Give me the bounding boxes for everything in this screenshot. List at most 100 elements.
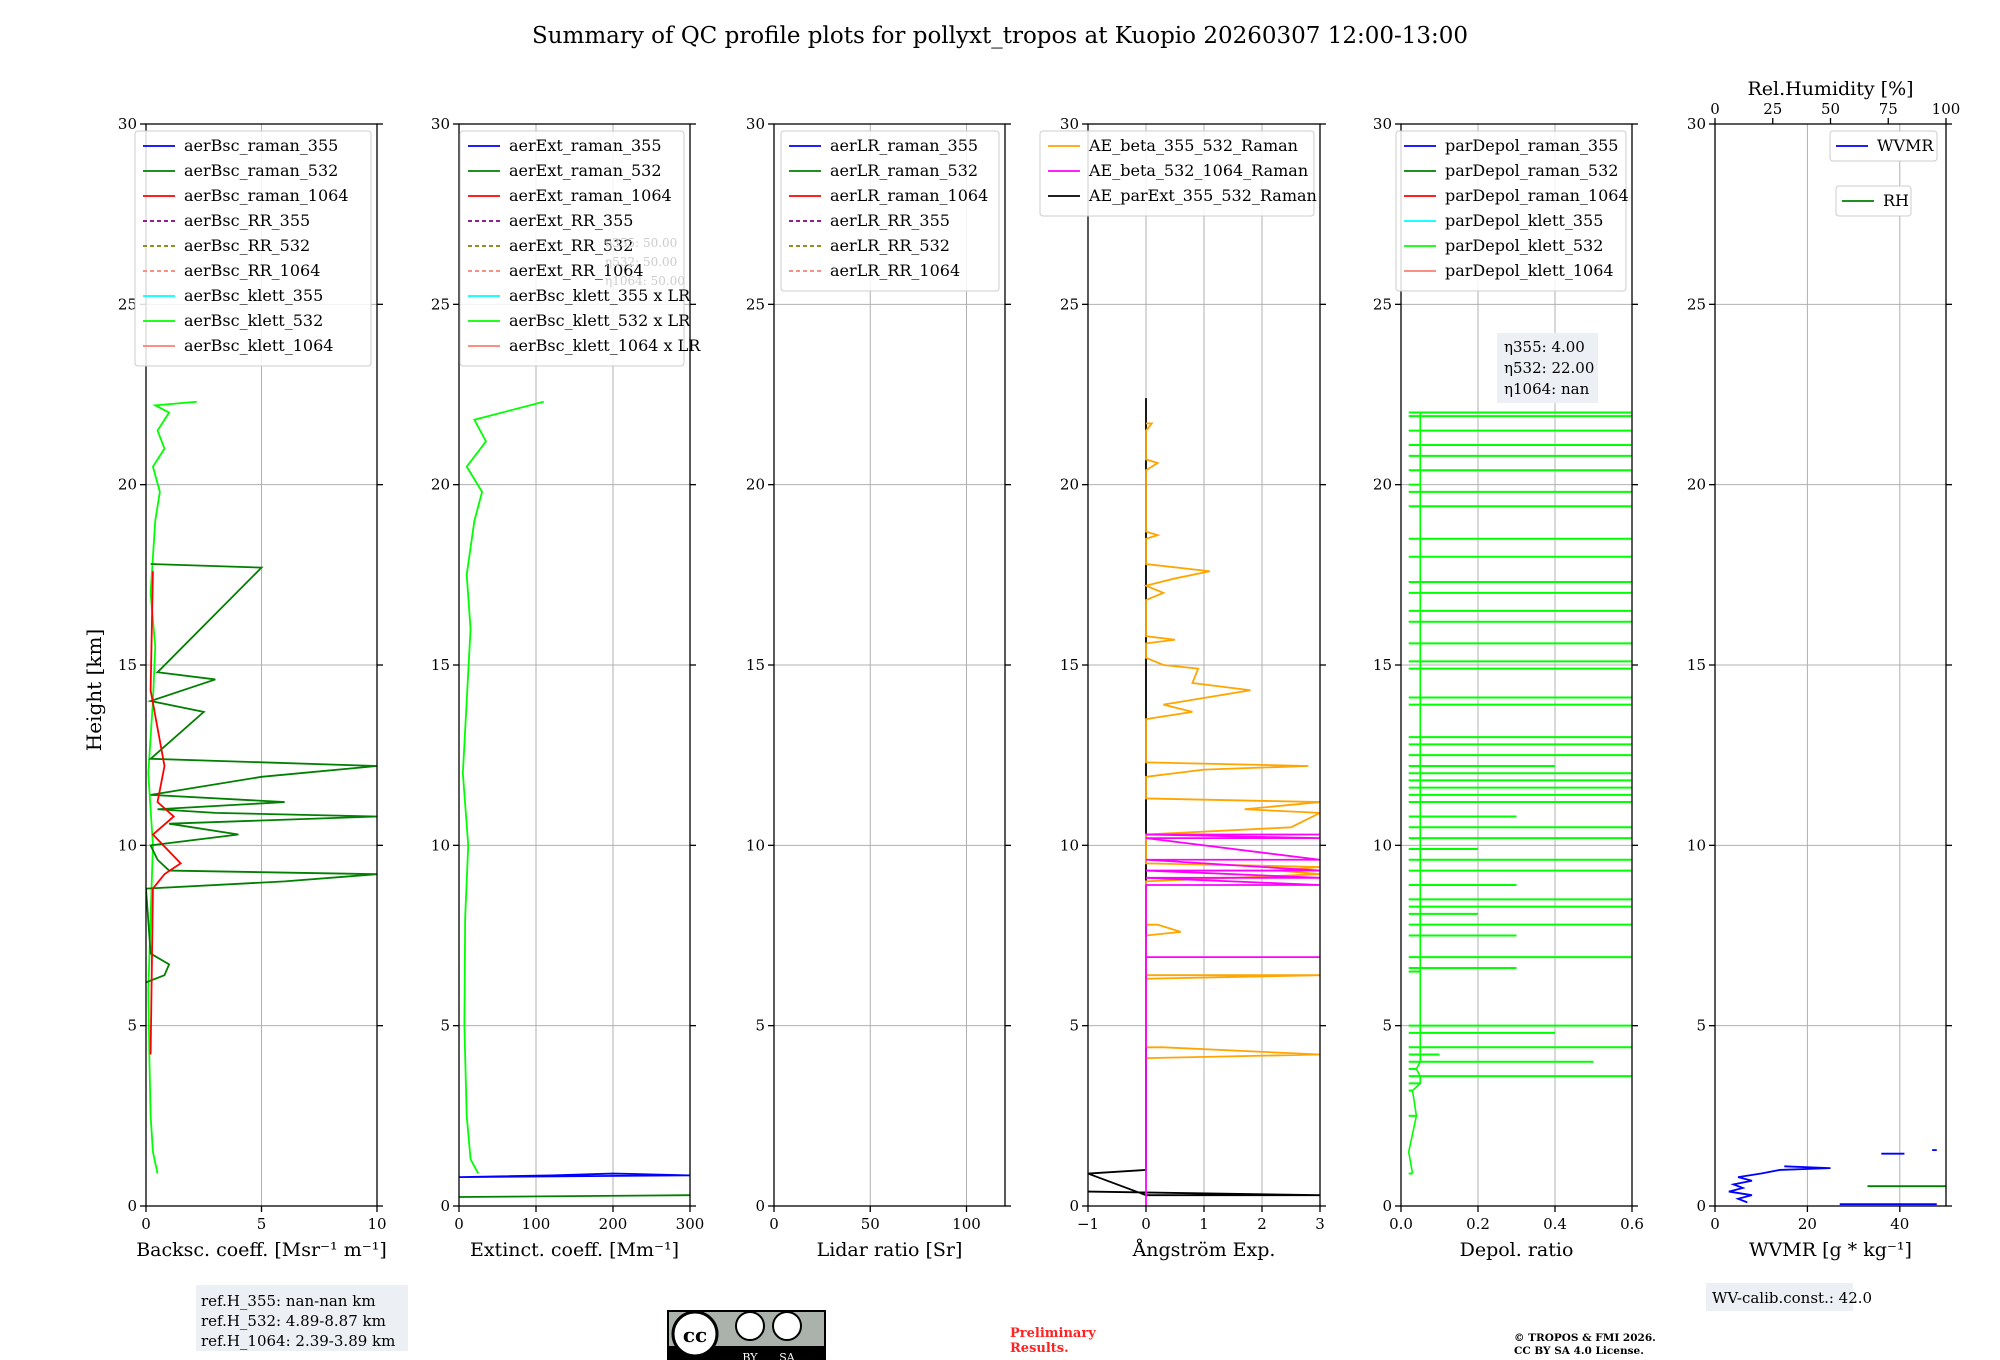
cc-license-logo[interactable]: cc BY SA: [667, 1310, 826, 1360]
ae-series-2: [1145, 833, 1320, 1206]
bsc-legend-label-6: aerBsc_klett_355: [184, 286, 323, 305]
ext-legend-label-2: aerExt_raman_1064: [509, 186, 672, 205]
ext-ytick-label: 25: [431, 295, 450, 313]
wv-ytick-label: 30: [1687, 115, 1706, 133]
wv-xtick-label: 20: [1798, 1215, 1817, 1233]
ext-series-1: [459, 1172, 690, 1179]
ext-ytick-label: 10: [431, 836, 450, 854]
wv-legend-box: [1829, 130, 1938, 162]
wv-legend-label: WVMR: [1877, 136, 1934, 155]
ext-legend-label-3: aerExt_RR_355: [509, 211, 633, 230]
bsc-ytick-label: 30: [118, 115, 137, 133]
bsc-legend-label-1: aerBsc_raman_532: [184, 161, 338, 180]
lr-xtick-label: 50: [861, 1215, 880, 1233]
lr-xtick-label: 100: [952, 1215, 981, 1233]
by-icon: [735, 1311, 765, 1341]
rh-xtick-label: 100: [1932, 100, 1961, 118]
bsc-ytick-label: 25: [118, 295, 137, 313]
wv-xtick-label: 0: [1710, 1215, 1720, 1233]
ae-xtick-label: −1: [1077, 1215, 1099, 1233]
ext-legend-label-6: aerBsc_klett_355 x LR: [509, 286, 691, 305]
sa-icon: [772, 1311, 802, 1341]
bsc-annotation-line-1: ref.H_355: nan-nan km: [201, 1292, 376, 1310]
bsc-annotation: ref.H_355: nan-nan km ref.H_532: 4.89-8.…: [196, 1285, 408, 1351]
rh-axis-label: Rel.Humidity [%]: [1747, 78, 1913, 100]
bsc-xtick-label: 10: [367, 1215, 386, 1233]
ext-ghost-text: η355: 50.00 η532: 50.00 η1064: 50.00: [605, 236, 685, 288]
lr-legend: aerLR_raman_355 aerLR_raman_532 aerLR_rama…: [780, 130, 1000, 292]
ae-legend-label-2: AE_parExt_355_532_Raman: [1088, 186, 1317, 205]
ext-xtick-label: 300: [676, 1215, 705, 1233]
bsc-ytick-label: 0: [127, 1197, 137, 1215]
copyright-line-1: © TROPOS & FMI 2026.: [1514, 1332, 1656, 1344]
depol-xtick-label: 0.0: [1389, 1215, 1413, 1233]
ext-series-0: [461, 400, 544, 1174]
depol-legend-label-0: parDepol_raman_355: [1445, 136, 1618, 155]
ext-ghost-line-3: η1064: 50.00: [605, 274, 685, 288]
depol-legend-label-2: parDepol_raman_1064: [1445, 186, 1629, 205]
ae-legend: AE_beta_355_532_Raman AE_beta_532_1064_Ra…: [1039, 130, 1317, 217]
bsc-legend-label-0: aerBsc_raman_355: [184, 136, 338, 155]
lr-legend-label-3: aerLR_RR_355: [830, 211, 950, 230]
bsc-legend: aerBsc_raman_355 aerBsc_raman_532 aerBsc_r…: [134, 130, 372, 367]
wv-ytick-label: 5: [1696, 1017, 1706, 1035]
ae-xtick-label: 1: [1199, 1215, 1209, 1233]
ext-ytick-label: 0: [440, 1197, 450, 1215]
copyright-line-2: CC BY SA 4.0 License.: [1514, 1345, 1644, 1357]
bsc-legend-label-2: aerBsc_raman_1064: [184, 186, 349, 205]
bsc-legend-label-8: aerBsc_klett_1064: [184, 336, 333, 355]
bsc-panel: 0 5 10 15 20 25 30 0 5 10 Backsc. coeff. [Msr⁻¹ m⁻…: [118, 115, 387, 1261]
bsc-legend-label-5: aerBsc_RR_1064: [184, 261, 320, 280]
depol-series-group: [1407, 411, 1632, 1175]
wv-legend-rh: RH: [1835, 185, 1912, 217]
wv-legend-wvmr: WVMR: [1829, 130, 1938, 162]
bsc-ytick-label: 10: [118, 836, 137, 854]
ae-xtick-label: 0: [1141, 1215, 1151, 1233]
lr-ytick-label: 5: [755, 1017, 765, 1035]
ae-series-1: [1143, 422, 1320, 1060]
preliminary-line: Results.: [1010, 1341, 1069, 1356]
ae-legend-label-0: AE_beta_355_532_Raman: [1088, 136, 1298, 155]
wv-annotation-text: WV-calib.const.: 42.0: [1712, 1289, 1872, 1307]
bsc-ytick-label: 15: [118, 656, 137, 674]
wv-ytick-label: 25: [1687, 295, 1706, 313]
ae-ytick-label: 5: [1069, 1017, 1079, 1035]
lr-ytick-label: 25: [746, 295, 765, 313]
cc-sa-label: SA: [779, 1351, 796, 1360]
depol-xtick-label: 0.4: [1543, 1215, 1567, 1233]
ext-xtick-label: 100: [522, 1215, 551, 1233]
ext-legend-label-8: aerBsc_klett_1064 x LR: [509, 336, 701, 355]
lr-legend-label-5: aerLR_RR_1064: [830, 261, 960, 280]
lr-ytick-label: 0: [755, 1197, 765, 1215]
ext-xtick-label: 200: [599, 1215, 628, 1233]
depol-ytick-label: 20: [1373, 476, 1392, 494]
depol-annotation: η355: 4.00 η532: 22.00 η1064: nan: [1497, 333, 1598, 403]
bsc-annotation-line-3: ref.H_1064: 2.39-3.89 km: [201, 1332, 395, 1350]
depol-ytick-label: 30: [1373, 115, 1392, 133]
lr-legend-label-2: aerLR_raman_1064: [830, 186, 988, 205]
bsc-series-2: [149, 571, 183, 1055]
ext-xtick-label: 0: [454, 1215, 464, 1233]
ext-legend-label-7: aerBsc_klett_532 x LR: [509, 311, 691, 330]
wv-legend-label: RH: [1883, 191, 1909, 210]
ae-ytick-label: 20: [1060, 476, 1079, 494]
depol-annotation-line-1: η355: 4.00: [1504, 338, 1585, 356]
wv-series-group: [1728, 1149, 1946, 1206]
bsc-ytick-label: 20: [118, 476, 137, 494]
rh-xtick-label: 25: [1763, 100, 1782, 118]
bsc-legend-label-4: aerBsc_RR_532: [184, 236, 310, 255]
bsc-xtick-label: 0: [141, 1215, 151, 1233]
ae-xtick-label: 2: [1257, 1215, 1267, 1233]
lr-xlabel: Lidar ratio [Sr]: [817, 1239, 963, 1261]
bsc-legend-label-7: aerBsc_klett_532: [184, 311, 323, 330]
lr-ytick-label: 20: [746, 476, 765, 494]
y-axis-label: Height [km]: [82, 629, 106, 751]
wv-ytick-label: 0: [1696, 1197, 1706, 1215]
bsc-annotation-line-2: ref.H_532: 4.89-8.87 km: [201, 1312, 386, 1330]
lr-legend-label-1: aerLR_raman_532: [830, 161, 978, 180]
bsc-series-0: [147, 400, 197, 1174]
preliminary-results: Preliminary Results.: [1010, 1326, 1096, 1356]
ext-ytick-label: 15: [431, 656, 450, 674]
ext-ytick-label: 30: [431, 115, 450, 133]
